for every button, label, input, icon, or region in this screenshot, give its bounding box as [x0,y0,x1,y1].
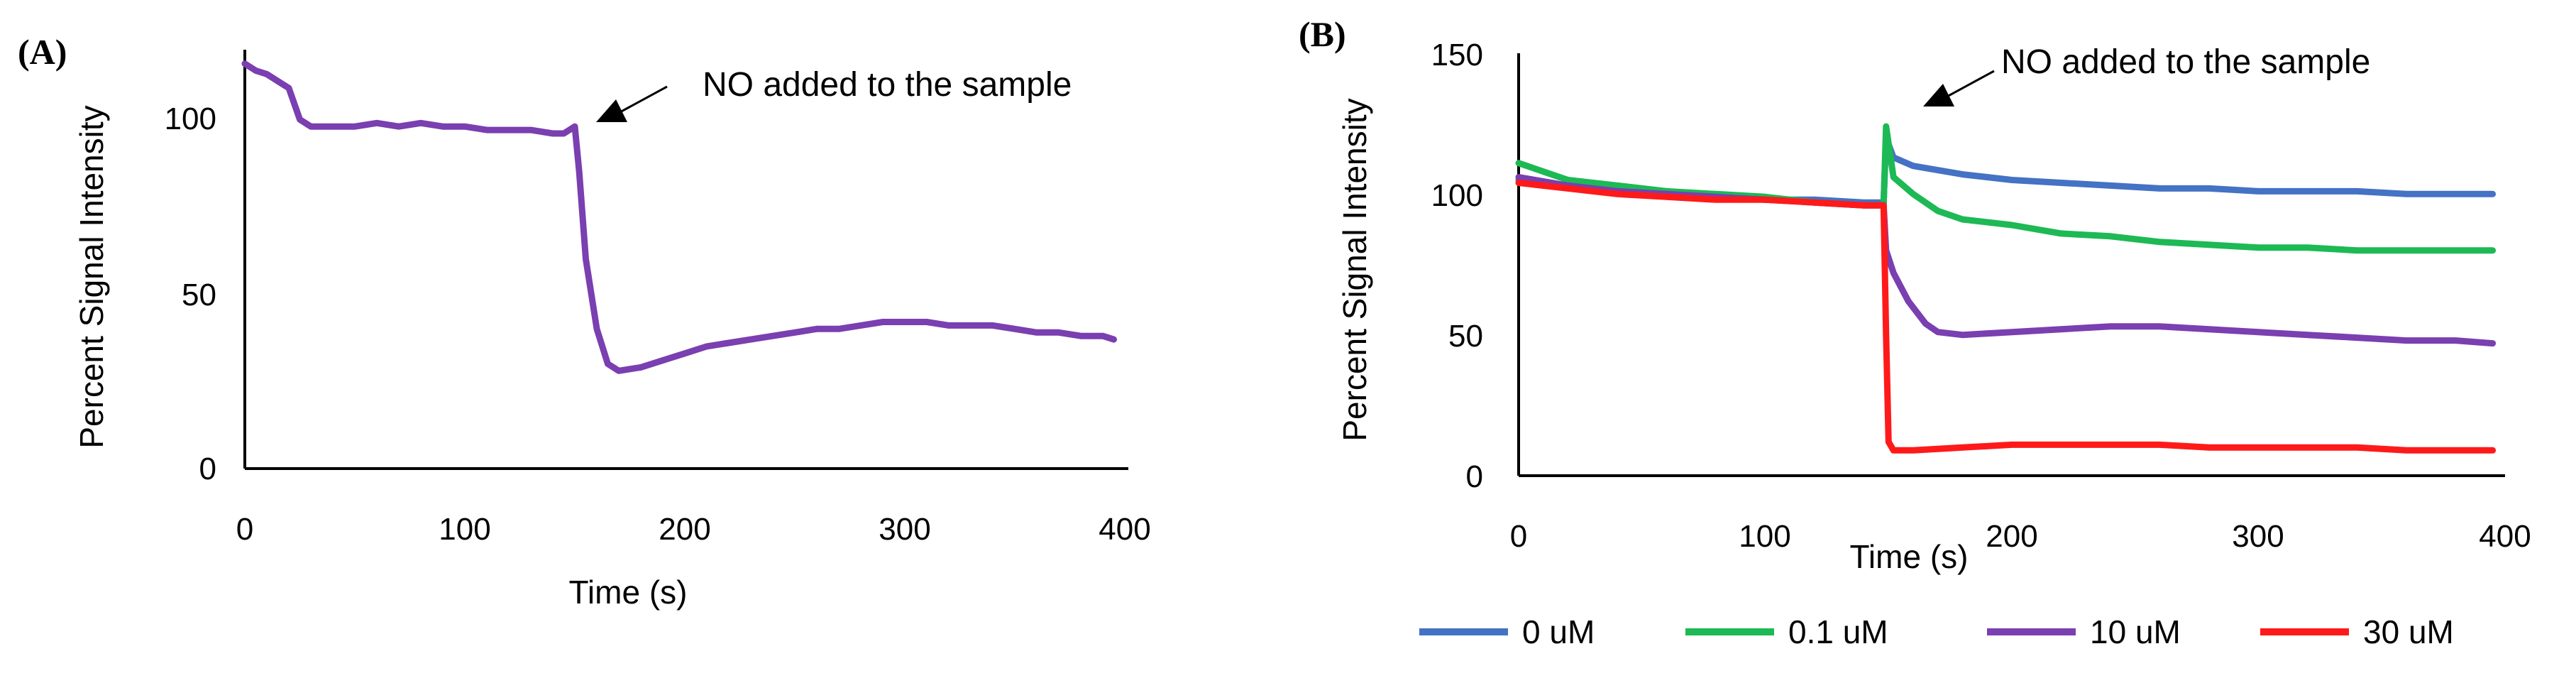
y-tick-a-100: 100 [165,102,216,136]
x-tick-a-0: 0 [236,512,253,547]
legend-item-1: 0.1 uM [1685,613,1888,650]
x-tick-a-400: 400 [1099,512,1150,547]
y-tick-b-150: 150 [1431,38,1483,72]
y-tick-a-50: 50 [182,278,216,312]
annotation-arrowhead-a [596,99,627,122]
chart-panel-b: (B) 0 50 100 150 0 100 200 300 400 Time … [1299,14,2531,650]
series-group-a [241,60,1117,374]
x-tick-a-300: 300 [879,512,930,547]
series-line-a-0 [241,60,1117,374]
legend-label-0: 0 uM [1522,613,1595,650]
legend-label-1: 0.1 uM [1788,613,1888,650]
x-tick-a-200: 200 [659,512,710,547]
y-tick-b-100: 100 [1431,178,1483,213]
panel-label-b: (B) [1299,14,1346,54]
panel-label-a: (A) [18,32,67,72]
annotation-text-a: NO added to the sample [703,66,1072,104]
annotation-arrow-line-b [1944,70,1995,99]
x-axis-title-a: Time (s) [569,574,688,611]
x-tick-b-0: 0 [1510,519,1527,554]
x-tick-b-200: 200 [1986,519,2037,554]
legend-b: 0 uM 0.1 uM 10 uM 30 uM [1419,613,2454,650]
legend-label-3: 30 uM [2363,613,2454,650]
x-tick-b-400: 400 [2479,519,2531,554]
x-tick-a-100: 100 [439,512,490,547]
series-line-b-2 [1515,174,2497,347]
x-axis-title-b: Time (s) [1850,538,1969,575]
annotation-text-b: NO added to the sample [2001,43,2370,81]
legend-label-2: 10 uM [2090,613,2181,650]
series-group-b [1515,123,2497,454]
legend-item-2: 10 uM [1987,613,2181,650]
x-tick-b-100: 100 [1739,519,1790,554]
y-tick-b-0: 0 [1466,459,1483,494]
annotation-arrow-line-a [617,85,668,115]
y-tick-b-50: 50 [1448,319,1483,354]
series-line-b-3 [1515,180,2497,454]
annotation-arrowhead-b [1923,84,1954,106]
y-axis-title-b: Percent Signal Intensity [1336,98,1373,441]
legend-item-3: 30 uM [2260,613,2454,650]
legend-item-0: 0 uM [1419,613,1595,650]
chart-panel-a: (A) 0 50 100 0 100 200 300 400 Time (s) … [18,32,1151,611]
x-tick-b-300: 300 [2232,519,2284,554]
y-tick-a-0: 0 [199,452,216,486]
y-axis-title-a: Percent Signal Intensity [73,105,110,448]
